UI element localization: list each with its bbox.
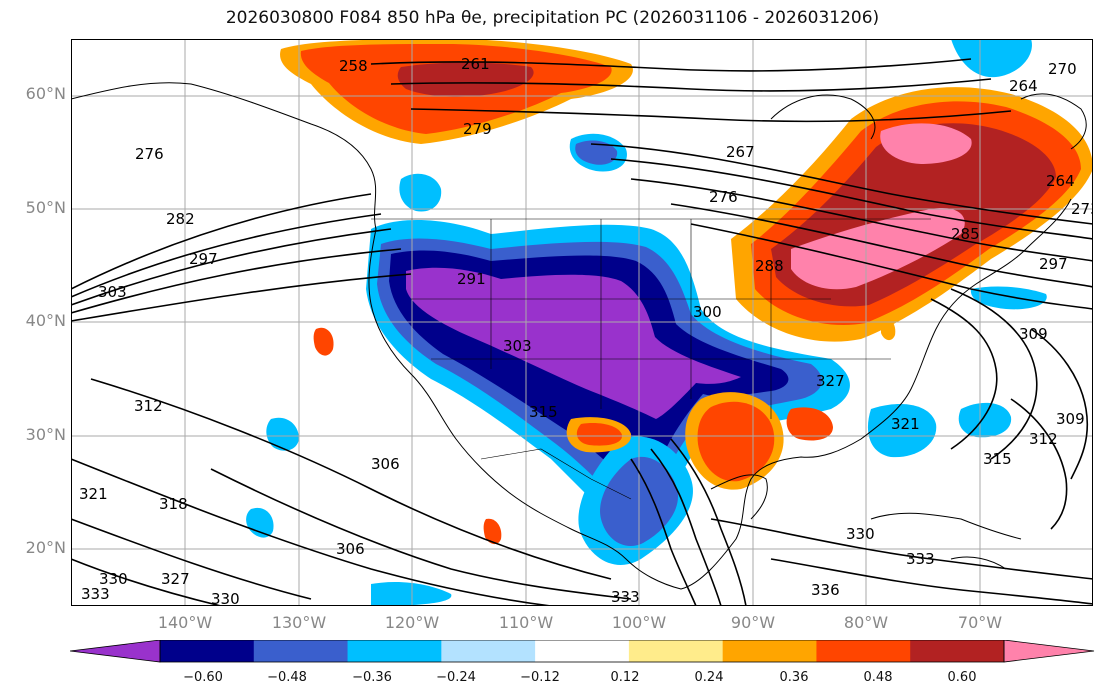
contour-label: 306 (371, 455, 400, 473)
colorbar-segment (1004, 640, 1094, 662)
lat-label-50n: 50°N (25, 198, 66, 217)
lat-label-60n: 60°N (25, 84, 66, 103)
lat-label-20n: 20°N (25, 538, 66, 557)
contour-labels: 258 261 279 267 276 264 270 264 282 297 … (79, 55, 1093, 606)
colorbar-frame (159, 640, 1005, 663)
colorbar-tick-label: −0.12 (520, 670, 560, 685)
lon-label-100w: 100°W (611, 613, 667, 632)
contour-label: 279 (463, 120, 492, 138)
colorbar-segment (441, 640, 536, 662)
contour-label: 321 (891, 415, 920, 433)
colorbar-tick-label: −0.36 (352, 670, 392, 685)
lat-label-30n: 30°N (25, 425, 66, 444)
contour-label: 333 (81, 585, 110, 603)
contour-label: 273 (1071, 200, 1093, 218)
contour-label: 282 (166, 210, 195, 228)
graticule-lines (71, 39, 1093, 606)
theta-e-contours (71, 58, 1093, 606)
contour-label: 291 (457, 270, 486, 288)
map-frame (71, 39, 1093, 606)
contour-label: 327 (161, 570, 190, 588)
contour-label: 297 (189, 250, 218, 268)
contour-label: 333 (906, 550, 935, 568)
colorbar-tick-label: −0.24 (436, 670, 476, 685)
contour-label: 336 (811, 581, 840, 599)
contour-label: 276 (135, 145, 164, 163)
colorbar-segment (160, 640, 255, 662)
contour-label: 267 (726, 143, 755, 161)
colorbar-tick-label: −0.60 (183, 670, 223, 685)
contour-label: 288 (755, 257, 784, 275)
colorbar-segment (816, 640, 911, 662)
contour-label: 327 (816, 372, 845, 390)
lon-label-70w: 70°W (957, 613, 1003, 632)
contour-label: 303 (98, 283, 127, 301)
contour-label: 258 (339, 57, 368, 75)
contour-label: 309 (1056, 410, 1085, 428)
contour-label: 276 (709, 188, 738, 206)
contour-label: 315 (983, 450, 1012, 468)
coastlines (71, 82, 1087, 590)
colorbar-tick-label: 0.60 (947, 670, 977, 685)
colorbar-segment (722, 640, 817, 662)
contour-label: 285 (951, 225, 980, 243)
contour-label: 312 (1029, 430, 1058, 448)
colorbar-segment (347, 640, 442, 662)
colorbar-segment (70, 640, 160, 662)
colorbar-tick-label: 0.48 (863, 670, 893, 685)
contour-label: 264 (1009, 77, 1038, 95)
contour-label: 330 (211, 590, 240, 606)
contour-label: 321 (79, 485, 108, 503)
contour-label: 306 (336, 540, 365, 558)
colorbar-segment (910, 640, 1005, 662)
contour-label: 312 (134, 397, 163, 415)
lon-label-140w: 140°W (157, 613, 213, 632)
colorbar-segment (628, 640, 724, 662)
contour-label: 303 (503, 337, 532, 355)
contour-label: 297 (1039, 255, 1068, 273)
contour-label: 264 (1046, 172, 1075, 190)
chart-title: 2026030800 F084 850 hPa θe, precipitatio… (225, 8, 880, 28)
colorbar (70, 640, 1095, 663)
contour-label: 333 (611, 588, 640, 606)
lon-label-90w: 90°W (730, 613, 776, 632)
lon-label-80w: 80°W (843, 613, 889, 632)
map-panel: 258 261 279 267 276 264 270 264 282 297 … (71, 39, 1093, 606)
colorbar-tick-label: 0.36 (779, 670, 809, 685)
colorbar-segment (535, 640, 630, 662)
colorbar-tick-label: −0.48 (267, 670, 307, 685)
contour-label: 318 (159, 495, 188, 513)
contour-label: 261 (461, 55, 490, 73)
contour-label: 330 (846, 525, 875, 543)
lon-label-110w: 110°W (498, 613, 554, 632)
lon-label-120w: 120°W (384, 613, 440, 632)
lat-label-40n: 40°N (25, 311, 66, 330)
contour-label: 300 (693, 303, 722, 321)
map-canvas: 258 261 279 267 276 264 270 264 282 297 … (71, 39, 1093, 606)
contour-label: 330 (99, 570, 128, 588)
colorbar-tick-label: 0.24 (694, 670, 724, 685)
contour-label: 309 (1019, 325, 1048, 343)
lon-label-130w: 130°W (271, 613, 327, 632)
contour-label: 270 (1048, 60, 1077, 78)
political-borders (371, 218, 931, 500)
colorbar-segment (253, 640, 349, 662)
precipitation-pc-fill (246, 39, 1093, 606)
colorbar-tick-label: 0.12 (610, 670, 640, 685)
contour-label: 315 (529, 403, 558, 421)
